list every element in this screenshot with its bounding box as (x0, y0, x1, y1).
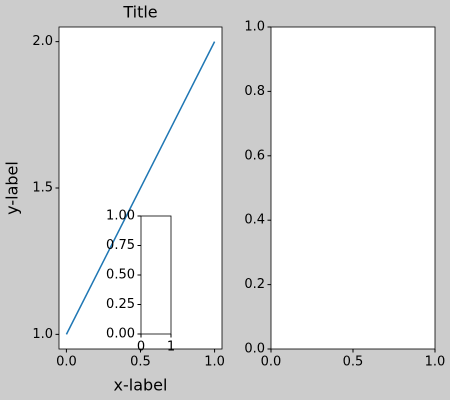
x-tick-label: 1.0 (425, 355, 446, 370)
x-tick-label: 0 (137, 340, 145, 355)
line-series (65, 41, 216, 335)
y-tick-label: 2.0 (32, 34, 53, 49)
y-tick-label: 1.0 (244, 20, 265, 35)
y-tick-label: 1.00 (106, 209, 135, 224)
axes-background (271, 27, 435, 349)
y-tick-label: 0.4 (244, 213, 265, 228)
x-tick-label: 0.0 (56, 355, 77, 370)
y-tick-label: 1.0 (32, 327, 53, 342)
x-tick-label: 0.5 (343, 355, 364, 370)
y-tick-label: 1.5 (32, 181, 53, 196)
y-tick-label: 0.0 (244, 342, 265, 357)
x-tick-label: 0.0 (261, 355, 282, 370)
x-tick-label: 1.0 (204, 355, 225, 370)
y-tick-label: 0.00 (106, 327, 135, 342)
y-axis-label: y-label (3, 161, 22, 215)
axes-background (141, 216, 171, 334)
y-tick-label: 0.6 (244, 148, 265, 163)
y-tick-label: 0.8 (244, 84, 265, 99)
y-tick-label: 0.2 (244, 277, 265, 292)
x-axis-label: x-label (114, 376, 168, 395)
y-tick-label: 0.50 (106, 268, 135, 283)
x-tick-label: 1 (167, 340, 175, 355)
y-tick-label: 0.25 (106, 297, 135, 312)
x-tick-label: 0.5 (130, 355, 151, 370)
y-tick-label: 0.75 (106, 238, 135, 253)
chart-title: Title (122, 3, 157, 22)
